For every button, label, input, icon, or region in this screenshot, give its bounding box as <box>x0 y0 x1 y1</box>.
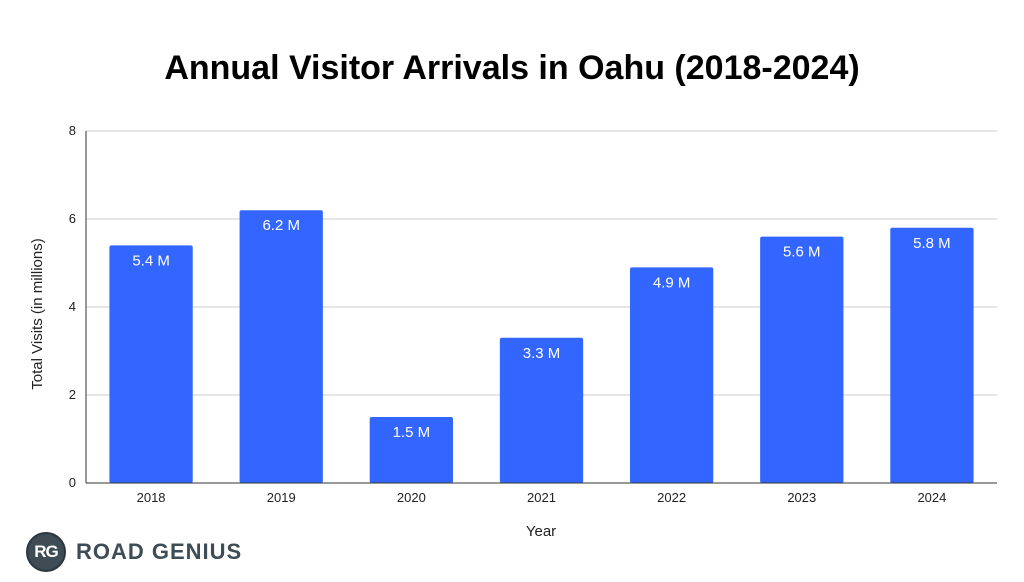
y-tick-label: 6 <box>69 211 76 226</box>
bar-2024 <box>890 227 974 483</box>
bar-2018 <box>109 245 193 483</box>
bar-2020 <box>369 417 454 483</box>
x-tick-label: 2021 <box>527 490 556 505</box>
gridlines <box>86 130 997 396</box>
bar-data-label: 5.4 M <box>132 252 170 269</box>
bars: 5.4 M 6.2 M 1.5 M 3.3 M 4.9 M 5.6 M 5.8 M <box>109 210 974 483</box>
x-tick-label: 2019 <box>267 490 296 505</box>
x-tick-label: 2018 <box>137 490 166 505</box>
x-tick-label: 2024 <box>917 490 946 505</box>
bar-2023 <box>760 236 844 483</box>
bar-data-label: 6.2 M <box>262 217 300 234</box>
logo-wordmark: ROAD GENIUS <box>76 539 243 564</box>
bar-data-label: 4.9 M <box>653 274 691 291</box>
bar-2021 <box>499 337 584 483</box>
axes: 0 2 4 6 8 2018 2019 2020 2021 2022 2023 2024 <box>69 123 997 505</box>
bar-data-label: 5.8 M <box>913 235 951 252</box>
bar-2022 <box>629 267 714 483</box>
x-tick-label: 2020 <box>397 490 426 505</box>
bar-data-label: 1.5 M <box>393 424 431 441</box>
y-tick-label: 8 <box>69 123 76 138</box>
x-tick-label: 2023 <box>787 490 816 505</box>
bar-data-label: 3.3 M <box>523 345 561 362</box>
chart-title: Annual Visitor Arrivals in Oahu (2018-20… <box>164 49 860 87</box>
bar-data-label: 5.6 M <box>783 244 821 261</box>
bar-2019 <box>239 210 323 483</box>
y-axis-title: Total Visits (in millions) <box>29 238 46 389</box>
x-axis-title: Year <box>526 523 556 540</box>
y-tick-label: 0 <box>69 475 76 490</box>
y-tick-label: 4 <box>69 299 76 314</box>
logo-badge-icon: RG <box>26 532 66 572</box>
x-tick-label: 2022 <box>657 490 686 505</box>
road-genius-logo: RG ROAD GENIUS <box>26 530 242 574</box>
y-tick-label: 2 <box>69 387 76 402</box>
